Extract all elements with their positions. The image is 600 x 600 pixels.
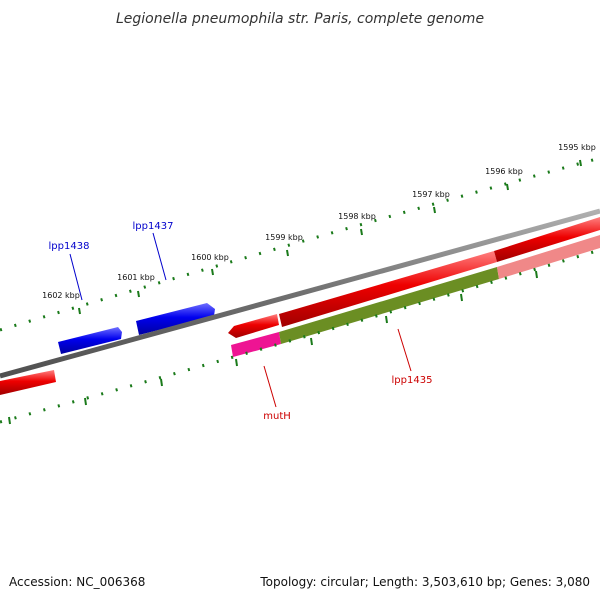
lpp1438-leader-line bbox=[69, 253, 83, 301]
cds-muth-feature[interactable] bbox=[231, 332, 281, 357]
inner-major-tick bbox=[535, 270, 538, 279]
inner-major-tick bbox=[385, 315, 388, 324]
genome-backbone bbox=[0, 208, 600, 379]
cds-lpp1435-light-feature[interactable] bbox=[497, 235, 600, 279]
scale-label: 1598 kbp bbox=[338, 212, 376, 221]
gene-right-edge-feature[interactable] bbox=[494, 217, 600, 262]
outer-major-tick bbox=[433, 206, 436, 214]
gene-label-lpp1435[interactable]: lpp1435 bbox=[392, 375, 433, 386]
scale-label: 1599 kbp bbox=[265, 233, 303, 242]
outer-major-tick bbox=[78, 307, 81, 315]
forward-strand-genes bbox=[58, 303, 215, 354]
outer-major-tick bbox=[211, 268, 214, 276]
gene-label-lpp1438[interactable]: lpp1438 bbox=[49, 241, 90, 252]
scale-label: 1601 kbp bbox=[117, 273, 155, 282]
inner-major-tick bbox=[460, 293, 463, 302]
gene-lpp1435-feature[interactable] bbox=[279, 251, 497, 327]
accession-text: Accession: NC_006368 bbox=[9, 575, 145, 589]
inner-major-tick bbox=[310, 337, 313, 346]
gene-lpp1437-feature[interactable] bbox=[136, 303, 215, 335]
scale-label: 1597 kbp bbox=[412, 190, 450, 199]
scale-label: 1595 kbp bbox=[558, 143, 596, 152]
outer-major-tick bbox=[360, 228, 363, 236]
gene-lpp1438-feature[interactable] bbox=[58, 327, 122, 354]
inner-major-tick bbox=[160, 378, 163, 387]
scale-label: 1600 kbp bbox=[191, 253, 229, 262]
outer-scale bbox=[0, 156, 600, 332]
scale-label: 1602 kbp bbox=[42, 291, 80, 300]
reverse-strand-genes bbox=[0, 217, 600, 395]
muth-leader-line bbox=[263, 365, 277, 408]
gene-label-lpp1437[interactable]: lpp1437 bbox=[133, 221, 174, 232]
map-title: Legionella pneumophila str. Paris, compl… bbox=[116, 11, 484, 27]
inner-major-tick bbox=[84, 397, 87, 406]
cds-features bbox=[231, 235, 600, 357]
outer-major-tick bbox=[137, 290, 140, 298]
inner-major-tick bbox=[235, 358, 238, 367]
genome-summary-text: Topology: circular; Length: 3,503,610 bp… bbox=[259, 575, 590, 589]
inner-major-tick bbox=[8, 416, 11, 425]
outer-scale-dots bbox=[0, 156, 600, 332]
inner-scale bbox=[0, 248, 600, 425]
gene-left-edge-feature[interactable] bbox=[0, 370, 56, 395]
gene-label-muth[interactable]: mutH bbox=[263, 411, 291, 422]
lpp1435-leader-line bbox=[397, 328, 412, 372]
lpp1437-leader-line bbox=[152, 232, 167, 281]
cds-lpp1435-feature[interactable] bbox=[279, 267, 499, 344]
outer-major-tick bbox=[286, 249, 289, 257]
outer-major-tick bbox=[579, 159, 582, 167]
outer-major-tick bbox=[506, 183, 509, 191]
scale-label: 1596 kbp bbox=[485, 167, 523, 176]
gene-muth-feature[interactable] bbox=[228, 314, 279, 338]
